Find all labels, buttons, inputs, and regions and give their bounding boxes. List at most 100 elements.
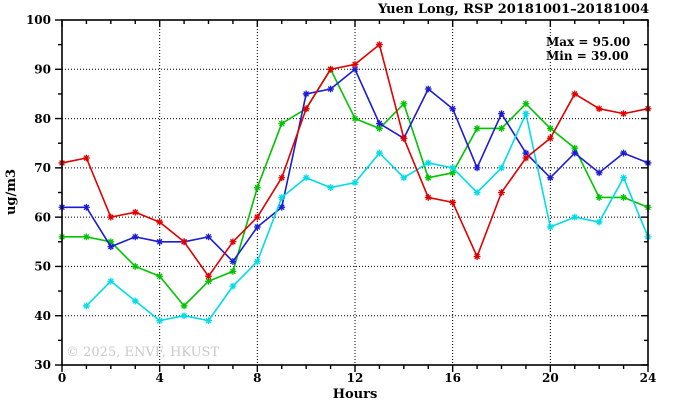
data-point-marker [620,110,627,118]
x-tick-label: 8 [253,371,261,385]
data-point-marker [376,149,383,157]
data-point-marker [83,302,90,310]
data-point-marker [83,233,90,241]
data-point-marker [131,208,139,216]
y-tick-label: 60 [34,210,51,224]
data-point-marker [131,297,139,305]
data-point-marker [546,134,554,142]
data-point-marker [424,194,432,201]
data-point-marker [522,100,530,108]
data-point-marker [473,164,481,172]
data-point-marker [302,105,310,113]
data-point-marker [376,41,383,49]
series-day-2-blue [58,65,652,265]
chart-title: Yuen Long, RSP 20181001–20181004 [377,2,649,17]
x-axis-label: Hours [333,387,378,402]
y-axis-label: ug/m3 [4,169,19,215]
data-point-marker [302,174,310,182]
x-tick-label: 4 [155,371,163,385]
y-tick-label: 40 [34,309,51,323]
max-annotation: Max = 95.00 [546,35,630,49]
data-point-marker [571,144,579,152]
data-point-marker [278,203,286,211]
series-line [61,43,649,278]
y-tick-labels: 30 40 50 60 70 80 90 100 [26,13,51,372]
data-point-marker [424,174,432,182]
series-day-1-red [58,41,652,280]
data-point-marker [229,282,237,290]
min-annotation: Min = 39.00 [546,49,629,63]
x-tick-label: 0 [58,371,66,385]
data-point-marker [449,169,457,177]
data-point-marker [180,312,188,320]
data-point-marker [131,233,139,241]
plot-border [61,19,649,366]
data-point-marker [400,174,408,182]
y-tick-label: 100 [26,13,51,27]
data-point-marker [205,233,212,241]
data-point-marker [449,105,457,113]
data-point-marker [253,213,261,221]
y-tick-label: 30 [34,358,51,372]
data-point-marker [205,317,212,325]
y-tick-label: 50 [34,260,51,274]
data-point-marker [205,272,212,280]
data-point-marker [327,65,334,73]
data-point-marker [620,174,627,182]
data-point-marker [351,179,359,187]
x-tick-label: 16 [444,371,461,385]
data-point-marker [595,169,603,177]
data-point-marker [327,85,334,93]
data-point-marker [498,125,505,132]
data-point-marker [229,258,237,265]
data-point-marker [156,272,164,280]
data-point-marker [107,277,115,285]
x-tick-label: 20 [542,371,559,385]
x-tick-label: 12 [347,371,364,385]
x-tick-label: 24 [640,371,657,385]
y-tick-label: 70 [34,161,51,175]
data-point-marker [156,218,164,226]
data-point-marker [595,194,603,201]
data-point-marker [351,60,359,68]
data-point-marker [376,125,383,132]
data-point-marker [278,194,286,201]
data-point-marker [571,149,579,157]
data-point-marker [595,218,603,226]
data-point-marker [546,125,554,132]
data-point-marker [498,110,505,118]
data-point-marker [107,213,115,221]
data-point-marker [302,90,310,98]
data-point-marker [83,203,90,211]
data-point-marker [229,238,237,246]
series-line [85,112,649,322]
data-point-marker [253,258,261,265]
data-point-marker [498,164,505,172]
data-point-marker [156,238,164,246]
data-point-marker [83,154,90,162]
data-point-marker [473,189,481,196]
data-point-marker [278,120,286,127]
y-tick-label: 90 [34,62,51,76]
data-point-marker [473,125,481,132]
data-point-marker [424,159,432,167]
gridlines [62,20,648,365]
data-point-marker [546,174,554,182]
data-point-marker [571,213,579,221]
data-point-marker [180,238,188,246]
data-point-marker [400,134,408,142]
data-point-marker [620,194,627,201]
data-point-marker [522,149,530,157]
series-day-4-cyan [83,110,652,325]
data-point-marker [546,223,554,231]
data-point-marker [424,85,432,93]
data-point-marker [571,90,579,98]
data-point-marker [595,105,603,113]
data-point-marker [180,302,188,310]
data-point-marker [400,100,408,108]
data-point-marker [522,154,530,162]
data-point-marker [327,184,334,191]
data-point-marker [205,277,212,285]
